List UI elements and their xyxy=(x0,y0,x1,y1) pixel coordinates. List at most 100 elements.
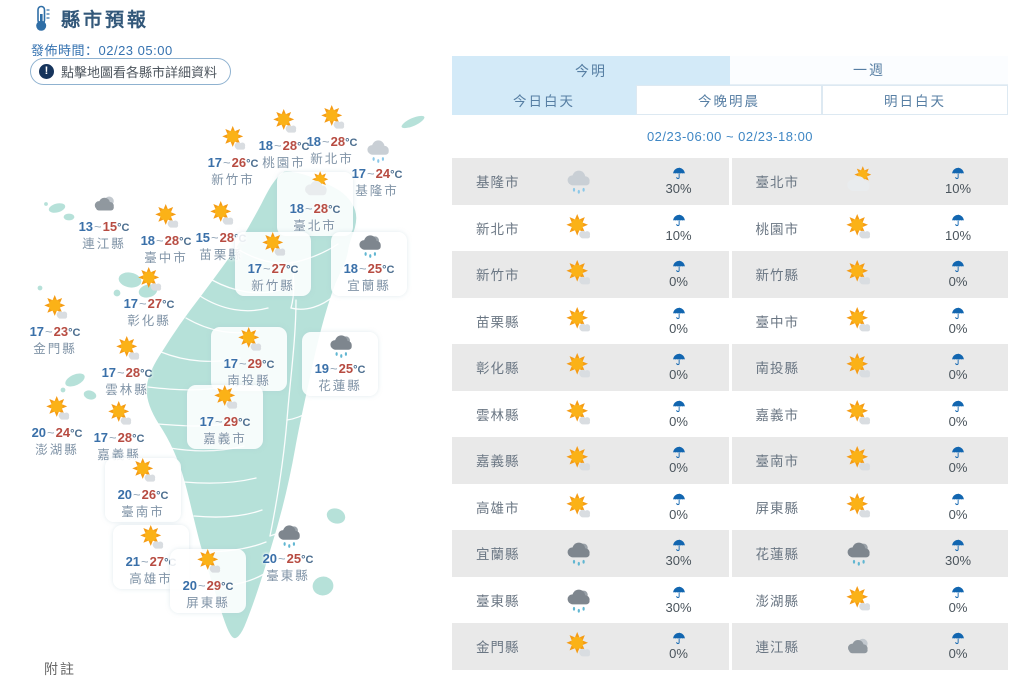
city-label: 南投縣 xyxy=(755,361,799,377)
county-label: 彰化縣 xyxy=(127,314,171,328)
map-marker[interactable]: 20~25°C 臺東縣 xyxy=(250,522,326,586)
table-row: 基隆市 30% 臺北市 10% xyxy=(452,158,1008,205)
map-marker[interactable]: 18~25°C 宜蘭縣 xyxy=(331,232,407,296)
map-marker[interactable]: 18~28°C 臺中市 xyxy=(128,204,204,268)
map-marker[interactable]: 17~28°C 雲林縣 xyxy=(89,336,165,400)
forecast-panel: 今明 一週 今日白天 今晚明晨 明日白天 02/23-06:00 ~ 02/23… xyxy=(452,56,1008,670)
county-label: 臺東縣 xyxy=(266,569,310,583)
umbrella-icon xyxy=(672,352,686,367)
sunny-icon xyxy=(842,258,874,290)
rain-probability: 0% xyxy=(657,445,701,475)
county-label: 金門縣 xyxy=(33,342,77,356)
city-label: 澎湖縣 xyxy=(755,593,799,609)
info-icon: ! xyxy=(39,64,54,79)
map-marker[interactable]: 17~28°C 嘉義縣 xyxy=(81,401,157,465)
tab-today-day[interactable]: 今日白天 xyxy=(452,85,636,115)
sunny-icon xyxy=(842,351,874,383)
page-title: 縣市預報 xyxy=(61,10,150,31)
temp-range: 18~28°C xyxy=(306,134,358,149)
map-marker[interactable]: 20~29°C 屏東縣 xyxy=(170,549,246,613)
umbrella-icon xyxy=(951,399,965,414)
county-label: 苗栗縣 xyxy=(199,248,243,262)
umbrella-icon xyxy=(951,631,965,646)
umbrella-icon xyxy=(672,492,686,507)
rain-light-icon xyxy=(562,165,594,197)
city-label: 嘉義市 xyxy=(755,407,799,423)
city-label: 花蓮縣 xyxy=(755,547,799,563)
tab-tomorrow-day[interactable]: 明日白天 xyxy=(822,85,1008,115)
map-marker[interactable]: 17~23°C 金門縣 xyxy=(17,295,93,359)
table-row: 彰化縣 0% 南投縣 0% xyxy=(452,344,1008,391)
forecast-cell: 臺中市 0% xyxy=(731,297,1008,344)
table-row: 雲林縣 0% 嘉義市 0% xyxy=(452,390,1008,437)
primary-tabs: 今明 一週 xyxy=(452,56,1008,85)
pop-value: 30% xyxy=(944,553,972,569)
forecast-cell: 宜蘭縣 30% xyxy=(452,530,729,577)
county-label: 臺南市 xyxy=(121,505,165,519)
rain-probability: 0% xyxy=(936,445,980,475)
map-hint-label: 點擊地圖看各縣市詳細資料 xyxy=(61,65,218,80)
rain-light-icon xyxy=(339,137,415,166)
sunny-icon xyxy=(170,549,246,578)
table-row: 新北市 10% 桃園市 10% xyxy=(452,204,1008,251)
map-marker[interactable]: 17~27°C 新竹縣 xyxy=(235,232,311,296)
rain-probability: 0% xyxy=(936,399,980,429)
sunny-icon xyxy=(562,351,594,383)
map-marker[interactable]: 17~24°C 基隆市 xyxy=(339,137,415,201)
map-hint-button[interactable]: ! 點擊地圖看各縣市詳細資料 xyxy=(30,58,232,85)
map-marker[interactable]: 18~28°C 臺北市 xyxy=(277,172,353,236)
temp-range: 17~27°C xyxy=(123,296,175,311)
temp-range: 20~26°C xyxy=(117,487,169,502)
temp-range: 17~24°C xyxy=(351,166,403,181)
umbrella-icon xyxy=(672,631,686,646)
publish-time: 發佈時間：02/23 05:00 xyxy=(31,43,173,58)
forecast-cell: 澎湖縣 0% xyxy=(731,576,1008,623)
rain-probability: 0% xyxy=(657,259,701,289)
sunny-icon xyxy=(562,491,594,523)
map-marker[interactable]: 17~29°C 嘉義市 xyxy=(187,385,263,449)
tab-today-tomorrow[interactable]: 今明 xyxy=(452,56,730,85)
forecast-cell: 新竹縣 0% xyxy=(731,251,1008,298)
tab-tonight-tomorrow-morning[interactable]: 今晚明晨 xyxy=(636,85,822,115)
map-marker[interactable]: 20~24°C 澎湖縣 xyxy=(19,396,95,460)
temp-range: 17~28°C xyxy=(101,365,153,380)
city-label: 雲林縣 xyxy=(476,407,520,423)
temp-range: 18~28°C xyxy=(289,201,341,216)
map-marker[interactable]: 20~26°C 臺南市 xyxy=(105,458,181,522)
temp-range: 18~28°C xyxy=(140,233,192,248)
forecast-cell: 連江縣 0% xyxy=(731,623,1008,670)
rain-dark-icon xyxy=(842,537,874,569)
rain-probability: 0% xyxy=(936,259,980,289)
partly-cloudy-icon xyxy=(842,165,874,197)
temp-range: 18~25°C xyxy=(343,261,395,276)
forecast-cell: 嘉義市 0% xyxy=(731,390,1008,437)
umbrella-icon xyxy=(951,306,965,321)
city-label: 彰化縣 xyxy=(476,361,520,377)
city-label: 新竹市 xyxy=(476,268,520,284)
map-marker[interactable]: 18~28°C 桃園市 xyxy=(246,109,322,173)
map-marker[interactable]: 17~29°C 南投縣 xyxy=(211,327,287,391)
pop-value: 0% xyxy=(669,367,688,383)
forecast-cell: 新北市 10% xyxy=(452,204,729,251)
sunny-icon xyxy=(195,126,271,155)
forecast-cell: 臺東縣 30% xyxy=(452,576,729,623)
tab-week[interactable]: 一週 xyxy=(730,56,1008,85)
map-marker[interactable]: 13~15°C 連江縣 xyxy=(66,190,142,254)
rain-dark-icon xyxy=(562,584,594,616)
umbrella-icon xyxy=(672,259,686,274)
rain-probability: 0% xyxy=(657,306,701,336)
sunny-icon xyxy=(128,204,204,233)
umbrella-icon xyxy=(951,538,965,553)
map-marker[interactable]: 17~26°C 新竹市 xyxy=(195,126,271,190)
temp-range: 20~25°C xyxy=(262,551,314,566)
county-label: 嘉義市 xyxy=(203,432,247,446)
city-label: 基隆市 xyxy=(476,175,520,191)
temp-range: 19~25°C xyxy=(314,361,366,376)
map-marker[interactable]: 19~25°C 花蓮縣 xyxy=(302,332,378,396)
table-row: 高雄市 0% 屏東縣 0% xyxy=(452,483,1008,530)
map-marker[interactable]: 17~27°C 彰化縣 xyxy=(111,267,187,331)
city-label: 臺中市 xyxy=(755,314,799,330)
county-label: 新竹市 xyxy=(211,173,255,187)
map-marker[interactable]: 18~28°C 新北市 xyxy=(294,105,370,169)
